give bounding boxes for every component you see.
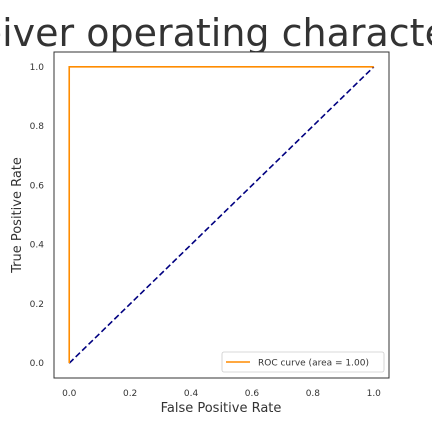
y-tick-label: 0.8 [30,122,45,132]
y-tick-label: 0.6 [30,181,45,191]
series-layer [68,66,375,364]
y-tick-label: 0.4 [30,241,45,251]
chart-title: Receiver operating characteristic [0,11,432,55]
legend-label: ROC curve (area = 1.00) [258,359,369,369]
y-axis-label: True Positive Rate [10,157,25,274]
legend: ROC curve (area = 1.00) [221,351,385,373]
tick-layer: 0.0 0.2 0.4 0.6 0.8 1.0 0.0 0.2 0.4 0.6 0.8 1.0 [30,63,382,399]
roc-curve-line [68,66,374,364]
y-tick-label: 0.0 [30,359,45,369]
x-tick-label: 0.6 [245,389,260,399]
x-axis-label: False Positive Rate [161,401,282,416]
legend-box [221,351,385,373]
y-tick-label: 1.0 [30,63,45,73]
x-tick-label: 0.2 [123,389,137,399]
x-tick-label: 0.4 [184,389,199,399]
y-tick-label: 0.2 [30,300,44,310]
x-tick-label: 0.0 [62,389,77,399]
x-tick-label: 1.0 [367,389,382,399]
chance-diagonal-line [68,66,375,364]
x-tick-label: 0.8 [306,389,321,399]
